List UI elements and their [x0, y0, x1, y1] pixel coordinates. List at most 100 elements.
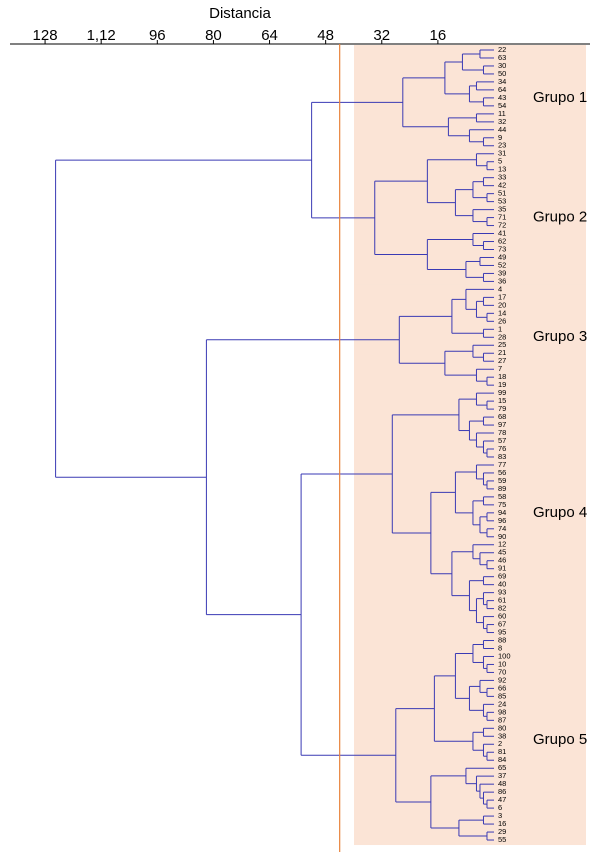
leaf-label: 74: [498, 524, 506, 533]
leaf-label: 78: [498, 428, 506, 437]
group-box: [354, 148, 586, 287]
leaf-label: 51: [498, 189, 506, 198]
group-label: Grupo 5: [533, 731, 587, 748]
leaf-label: 58: [498, 492, 506, 501]
leaf-label: 93: [498, 588, 506, 597]
leaf-label: 89: [498, 484, 506, 493]
leaf-label: 90: [498, 532, 506, 541]
group-label: Grupo 4: [533, 504, 587, 521]
leaf-label: 99: [498, 388, 506, 397]
leaf-label: 15: [498, 396, 506, 405]
x-tick-label: 64: [261, 27, 278, 44]
x-tick-label: 96: [149, 27, 166, 44]
group-box: [354, 635, 586, 846]
leaf-label: 36: [498, 276, 506, 285]
leaf-label: 5: [498, 157, 502, 166]
leaf-label: 30: [498, 61, 506, 70]
leaf-label: 19: [498, 380, 506, 389]
leaf-label: 47: [498, 795, 506, 804]
leaf-label: 94: [498, 508, 506, 517]
leaf-label: 77: [498, 460, 506, 469]
group-boxes: [354, 45, 586, 846]
leaf-label: 25: [498, 340, 506, 349]
leaf-label: 69: [498, 572, 506, 581]
x-tick-label: 16: [430, 27, 447, 44]
leaf-label: 21: [498, 348, 506, 357]
axis-title: Distancia: [209, 5, 271, 22]
group-box: [354, 45, 586, 151]
leaf-label: 7: [498, 364, 502, 373]
leaf-label: 12: [498, 540, 506, 549]
leaf-label: 65: [498, 763, 506, 772]
leaf-label: 49: [498, 252, 506, 261]
leaf-label: 39: [498, 268, 506, 277]
leaf-label: 73: [498, 244, 506, 253]
x-tick-label: 128: [33, 27, 58, 44]
leaf-label: 80: [498, 723, 506, 732]
group-label: Grupo 2: [533, 209, 587, 226]
leaf-label: 13: [498, 165, 506, 174]
leaf-label: 79: [498, 404, 506, 413]
leaf-label: 62: [498, 237, 506, 246]
leaf-label: 95: [498, 628, 506, 637]
leaf-label: 2: [498, 739, 502, 748]
leaf-label: 46: [498, 556, 506, 565]
leaf-label: 40: [498, 580, 506, 589]
leaf-label: 54: [498, 101, 506, 110]
x-tick-label: 32: [373, 27, 390, 44]
leaf-label: 44: [498, 125, 506, 134]
leaf-label: 71: [498, 213, 506, 222]
leaf-label: 85: [498, 691, 506, 700]
leaf-label: 56: [498, 468, 506, 477]
leaf-label: 4: [498, 284, 502, 293]
leaf-label: 32: [498, 117, 506, 126]
leaf-label: 63: [498, 53, 506, 62]
leaf-label: 17: [498, 292, 506, 301]
leaf-label: 68: [498, 412, 506, 421]
leaf-label: 45: [498, 548, 506, 557]
leaf-label: 82: [498, 604, 506, 613]
leaf-label: 64: [498, 85, 506, 94]
leaf-label: 52: [498, 260, 506, 269]
leaf-label: 61: [498, 596, 506, 605]
leaf-label: 72: [498, 221, 506, 230]
leaf-label: 24: [498, 699, 506, 708]
leaf-label: 96: [498, 516, 506, 525]
group-label: Grupo 3: [533, 328, 587, 345]
leaf-label: 57: [498, 436, 506, 445]
group-label: Grupo 1: [533, 89, 587, 106]
leaf-label: 20: [498, 300, 506, 309]
leaf-label: 37: [498, 771, 506, 780]
x-tick-label: 48: [317, 27, 334, 44]
leaf-label: 91: [498, 564, 506, 573]
leaf-label: 28: [498, 332, 506, 341]
leaf-label: 84: [498, 755, 506, 764]
leaf-label: 59: [498, 476, 506, 485]
leaf-label: 60: [498, 612, 506, 621]
leaf-label: 97: [498, 420, 506, 429]
leaf-label: 50: [498, 69, 506, 78]
leaf-label: 43: [498, 93, 506, 102]
leaf-label: 38: [498, 731, 506, 740]
leaf-label: 70: [498, 667, 506, 676]
leaf-label: 53: [498, 197, 506, 206]
leaf-label: 23: [498, 141, 506, 150]
leaf-label: 34: [498, 77, 506, 86]
leaf-label: 48: [498, 779, 506, 788]
leaf-label: 83: [498, 452, 506, 461]
leaf-label: 33: [498, 173, 506, 182]
leaf-label: 35: [498, 205, 506, 214]
leaf-label: 76: [498, 444, 506, 453]
leaf-label: 16: [498, 819, 506, 828]
leaf-label: 55: [498, 835, 506, 844]
leaf-label: 75: [498, 500, 506, 509]
leaf-label: 14: [498, 308, 506, 317]
leaf-label: 1: [498, 324, 502, 333]
leaf-label: 86: [498, 787, 506, 796]
leaf-label: 6: [498, 803, 502, 812]
leaf-label: 87: [498, 715, 506, 724]
leaf-label: 92: [498, 675, 506, 684]
leaf-label: 88: [498, 636, 506, 645]
group-box: [354, 284, 586, 391]
